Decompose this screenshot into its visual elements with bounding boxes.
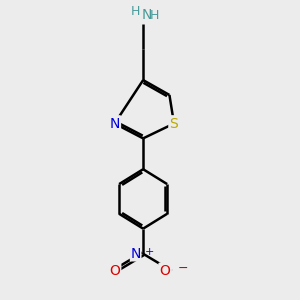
Text: N: N [142, 8, 152, 22]
Text: O: O [109, 264, 120, 278]
Text: N: N [130, 247, 141, 261]
Text: H: H [131, 5, 140, 18]
Text: H: H [150, 9, 159, 22]
Text: S: S [169, 116, 178, 130]
Text: +: + [144, 247, 154, 256]
Text: O: O [160, 264, 171, 278]
Text: N: N [110, 116, 120, 130]
Text: −: − [177, 262, 188, 275]
